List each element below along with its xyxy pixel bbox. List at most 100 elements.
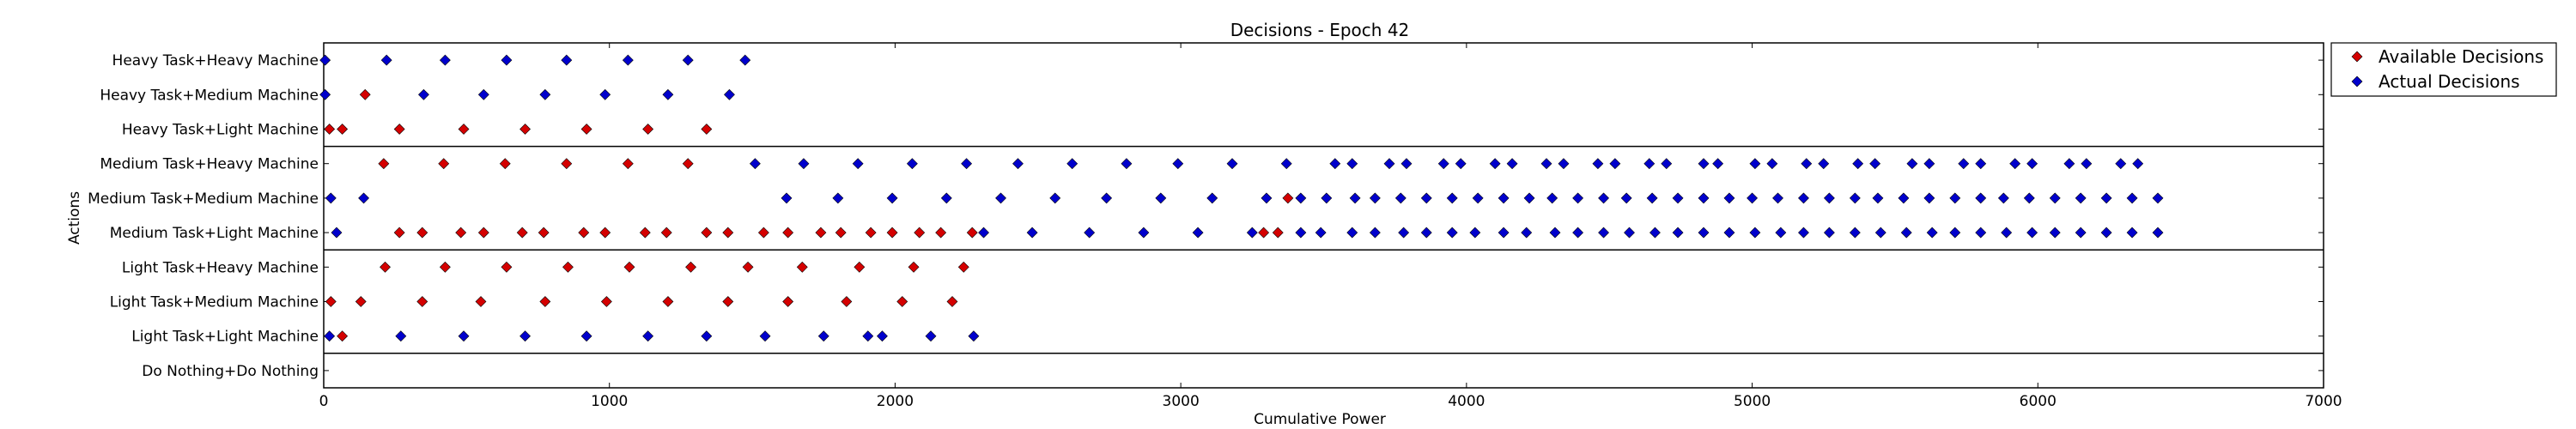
data-point [2081, 158, 2093, 170]
y-tick-label: Light Task+Light Machine [131, 329, 319, 346]
data-point [1049, 192, 1061, 204]
plot-area [323, 42, 2324, 389]
data-point [2152, 227, 2164, 239]
data-point [1818, 158, 1830, 170]
data-point [2126, 227, 2138, 239]
data-point [358, 192, 370, 204]
data-point [1540, 158, 1552, 170]
legend-marker [2351, 51, 2363, 63]
data-point [1329, 158, 1341, 170]
data-point [1898, 192, 1910, 204]
data-point [1258, 227, 1270, 239]
data-point [1394, 192, 1406, 204]
data-point [393, 124, 405, 135]
legend-marker [2351, 76, 2363, 88]
data-point [1923, 158, 1935, 170]
data-point [1138, 227, 1150, 239]
data-point [966, 227, 978, 239]
data-point [1321, 192, 1333, 204]
data-point [562, 261, 574, 273]
markers [319, 54, 2164, 342]
data-point [914, 227, 926, 239]
data-point [539, 296, 551, 307]
data-point [946, 296, 958, 307]
y-tick-label: Medium Task+Heavy Machine [100, 156, 319, 173]
data-point [1346, 158, 1358, 170]
data-point [325, 192, 337, 204]
data-point [1498, 227, 1510, 239]
data-point [1949, 192, 1961, 204]
series-actual-decisions [319, 54, 2164, 342]
data-point [331, 227, 343, 239]
data-point [832, 192, 844, 204]
legend-box [2330, 42, 2557, 97]
data-point [395, 330, 407, 342]
data-point [662, 88, 674, 100]
data-point [639, 227, 651, 239]
data-point [1280, 158, 1292, 170]
data-point [701, 227, 713, 239]
data-point [475, 296, 487, 307]
data-point [886, 192, 898, 204]
data-point [1798, 227, 1809, 239]
data-point [622, 158, 634, 170]
data-point [1723, 227, 1735, 239]
data-point [1772, 192, 1783, 204]
data-point [852, 158, 864, 170]
data-point [2049, 227, 2061, 239]
data-point [1437, 158, 1449, 170]
data-point [580, 124, 592, 135]
data-point [561, 158, 573, 170]
data-point [355, 296, 367, 307]
data-point [957, 261, 969, 273]
data-point [1775, 227, 1787, 239]
data-point [1349, 192, 1361, 204]
data-point [1958, 158, 1970, 170]
data-point [1282, 192, 1294, 204]
data-point [701, 124, 713, 135]
data-point [1472, 192, 1484, 204]
data-point [1026, 227, 1038, 239]
data-point [978, 227, 989, 239]
data-point [393, 227, 405, 239]
data-point [781, 192, 793, 204]
data-point [439, 54, 451, 66]
data-point [908, 261, 920, 273]
data-point [1572, 192, 1584, 204]
data-point [1206, 192, 1218, 204]
data-point [1546, 192, 1558, 204]
data-point [1926, 227, 1938, 239]
data-point [961, 158, 973, 170]
data-point [499, 158, 511, 170]
data-point [1849, 227, 1861, 239]
data-point [539, 88, 551, 100]
data-point [1295, 192, 1307, 204]
data-point [1521, 227, 1533, 239]
x-tick-labels: 0 1000 2000 3000 4000 5000 6000 7000 [319, 43, 2342, 410]
data-point [1192, 227, 1204, 239]
data-point [623, 261, 635, 273]
data-point [724, 88, 735, 100]
y-tick-label: Do Nothing+Do Nothing [142, 363, 319, 380]
data-point [1975, 227, 1987, 239]
data-point [1661, 158, 1673, 170]
x-axis-label: Cumulative Power [1254, 411, 1386, 428]
data-point [1369, 192, 1381, 204]
data-point [1446, 227, 1458, 239]
data-point [682, 158, 694, 170]
data-point [438, 158, 450, 170]
y-axis-label: Actions [66, 191, 83, 245]
data-point [1698, 192, 1710, 204]
data-point [455, 227, 467, 239]
data-point [1766, 158, 1778, 170]
data-point [739, 54, 751, 66]
data-point [1246, 227, 1258, 239]
x-tick-label: 5000 [1734, 393, 1771, 410]
x-tick-label: 6000 [2020, 393, 2057, 410]
data-point [1823, 227, 1835, 239]
data-point [1900, 227, 1912, 239]
data-point [2001, 227, 2013, 239]
data-point [416, 296, 428, 307]
data-point [1226, 158, 1238, 170]
